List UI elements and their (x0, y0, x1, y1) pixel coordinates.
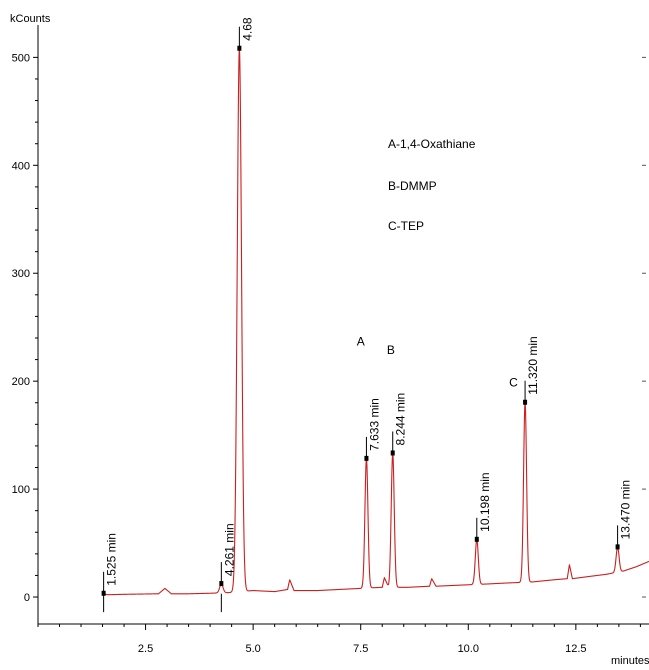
peak-retention-label: 11.320 min (526, 336, 540, 394)
peak-retention-label: 1.525 min (105, 533, 119, 586)
peak-retention-label: 13.470 min (619, 480, 633, 539)
x-axis-unit-label: minutes (611, 655, 649, 667)
peak-markers (101, 26, 620, 613)
peak-marker-dot (364, 455, 369, 461)
peak-marker-dot (474, 536, 479, 542)
y-tick-label: 400 (12, 160, 30, 172)
peak-marker-dot (237, 45, 242, 51)
x-tick-label: 10.0 (458, 643, 479, 655)
trace-line (102, 48, 649, 596)
peak-marker-dot (523, 399, 528, 405)
peak-retention-label: 10.198 min (478, 472, 492, 531)
peak-marker-dot (101, 590, 106, 596)
legend-entry-b: B-DMMP (388, 179, 437, 193)
peak-marker-dot (390, 450, 395, 456)
y-tick-label: 0 (24, 592, 30, 604)
y-tick-label: 100 (12, 484, 30, 496)
x-tick-label: 12.5 (565, 643, 586, 655)
legend-entry-c: C-TEP (388, 219, 424, 233)
peak-letter-annotation: C (509, 376, 518, 390)
axes: 0 100 200 300 400 500 2.5 5.0 7.5 10.0 12.5 (12, 25, 649, 655)
peak-marker-dot (219, 581, 224, 587)
y-axis-unit-label: kCounts (10, 13, 51, 25)
y-tick-label: 500 (12, 52, 30, 64)
peak-retention-label: 7.633 min (367, 398, 381, 451)
peak-retention-label: 4.261 min (222, 523, 236, 576)
peak-letter-annotation: A (357, 335, 365, 349)
peak-labels: 1.525 min 4.261 min 4.68 7.633 min 8.244 min… (105, 17, 633, 586)
x-tick-label: 7.5 (353, 643, 368, 655)
peak-letter-annotation: B (387, 343, 395, 357)
chromatogram-trace (102, 48, 649, 596)
peak-retention-label: 8.244 min (394, 393, 408, 446)
y-tick-label: 300 (12, 268, 30, 280)
peak-retention-label: 4.68 (240, 17, 254, 41)
x-tick-label: 2.5 (138, 643, 153, 655)
y-tick-label: 200 (12, 376, 30, 388)
legend-entry-a: A-1,4-Oxathiane (388, 137, 476, 151)
peak-marker-dot (615, 544, 620, 550)
x-tick-label: 5.0 (245, 643, 260, 655)
